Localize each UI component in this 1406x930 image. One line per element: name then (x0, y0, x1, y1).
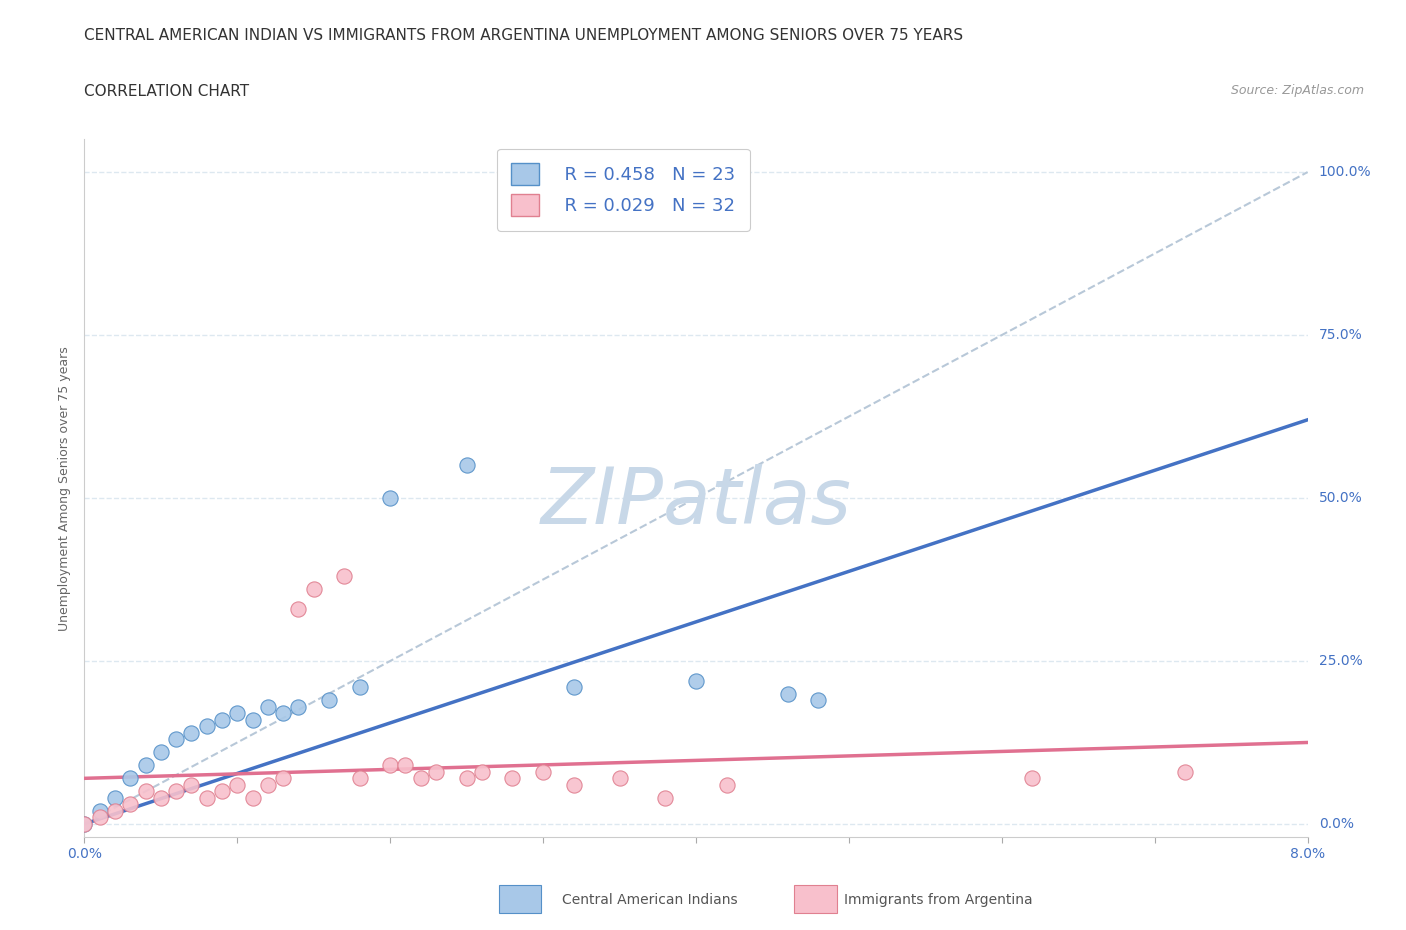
Point (287, 699, 309, 714)
Point (349, 680, 371, 695)
Point (135, 758, 157, 773)
Point (456, 771, 478, 786)
Point (471, 764, 494, 779)
Point (501, 771, 523, 786)
Point (226, 777, 249, 792)
Y-axis label: Unemployment Among Seniors over 75 years: Unemployment Among Seniors over 75 years (58, 346, 72, 631)
Point (211, 712, 233, 727)
Point (104, 804, 127, 818)
Point (776, 686, 799, 701)
Point (409, 771, 432, 786)
Point (654, 790, 676, 805)
Point (394, 758, 416, 773)
Point (349, 771, 371, 786)
Legend:   R = 0.458   N = 23,   R = 0.029   N = 32: R = 0.458 N = 23, R = 0.029 N = 32 (498, 149, 749, 231)
Point (287, 602, 309, 617)
Point (333, 569, 356, 584)
Point (531, 764, 554, 779)
Point (149, 790, 172, 805)
Point (195, 719, 218, 734)
Point (271, 771, 294, 786)
Point (135, 784, 157, 799)
Point (165, 784, 187, 799)
Point (257, 699, 280, 714)
Text: Central American Indians: Central American Indians (562, 893, 738, 907)
Point (73, 817, 96, 831)
Text: 75.0%: 75.0% (1319, 328, 1362, 342)
Point (562, 680, 585, 695)
Text: CENTRAL AMERICAN INDIAN VS IMMIGRANTS FROM ARGENTINA UNEMPLOYMENT AMONG SENIORS : CENTRAL AMERICAN INDIAN VS IMMIGRANTS FR… (84, 28, 963, 43)
Point (73, 817, 96, 831)
Point (257, 777, 280, 792)
Text: Source: ZipAtlas.com: Source: ZipAtlas.com (1230, 84, 1364, 97)
Point (1021, 771, 1043, 786)
Point (242, 790, 264, 805)
Point (180, 725, 202, 740)
Text: 25.0%: 25.0% (1319, 654, 1362, 668)
Text: 100.0%: 100.0% (1319, 166, 1371, 179)
Point (456, 458, 478, 472)
Point (195, 790, 218, 805)
Point (149, 745, 172, 760)
Point (685, 673, 707, 688)
Point (380, 491, 402, 506)
Point (271, 706, 294, 721)
Point (226, 706, 249, 721)
Point (120, 797, 142, 812)
Point (716, 777, 738, 792)
Point (180, 777, 202, 792)
Point (120, 771, 142, 786)
Point (89, 810, 111, 825)
Point (807, 693, 830, 708)
Text: 50.0%: 50.0% (1319, 491, 1362, 505)
Text: Immigrants from Argentina: Immigrants from Argentina (844, 893, 1032, 907)
Point (609, 771, 631, 786)
Text: ZIPatlas: ZIPatlas (540, 464, 852, 540)
Point (242, 712, 264, 727)
Point (318, 693, 340, 708)
Point (302, 582, 325, 597)
Point (562, 777, 585, 792)
Point (89, 804, 111, 818)
Point (425, 764, 447, 779)
Point (1174, 764, 1197, 779)
Text: CORRELATION CHART: CORRELATION CHART (84, 84, 249, 99)
Point (104, 790, 127, 805)
Point (211, 784, 233, 799)
Text: 0.0%: 0.0% (1319, 817, 1354, 831)
Point (165, 732, 187, 747)
Point (380, 758, 402, 773)
